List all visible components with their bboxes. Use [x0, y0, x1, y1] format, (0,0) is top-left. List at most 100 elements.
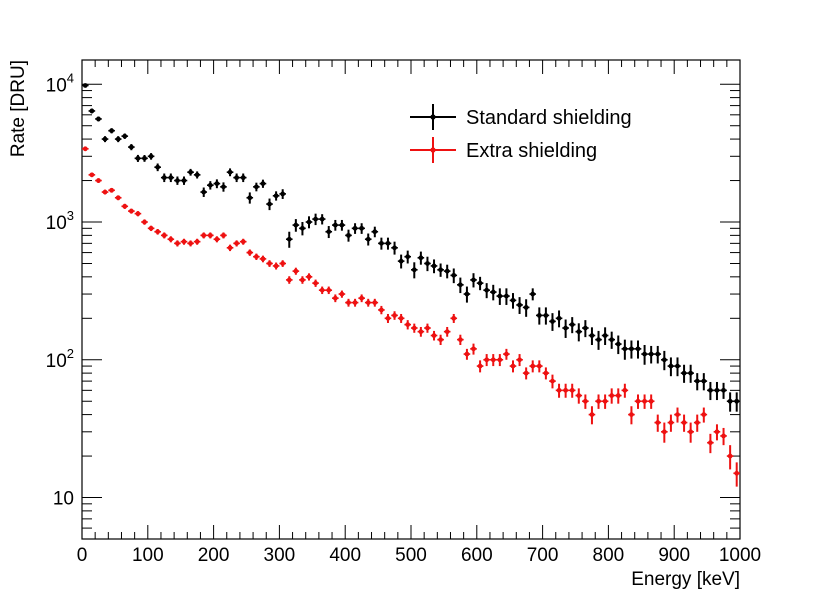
data-point [602, 398, 608, 404]
data-point [385, 240, 391, 246]
data-point [615, 341, 621, 347]
data-point [378, 307, 384, 313]
data-point [694, 378, 700, 384]
data-point [615, 393, 621, 398]
data-point [635, 346, 641, 352]
legend-marker-standard-dot [430, 114, 436, 120]
data-point [576, 329, 582, 335]
data-point [464, 291, 470, 297]
data-point [536, 363, 542, 369]
legend-label-extra: Extra shielding [466, 140, 597, 162]
data-point [253, 184, 259, 190]
data-point [497, 357, 503, 363]
data-point [240, 175, 246, 181]
data-point [188, 240, 193, 246]
y-tick-label: 103 [46, 208, 74, 234]
y-tick-label: 104 [46, 70, 74, 96]
data-point [556, 387, 562, 393]
data-point [201, 232, 207, 238]
data-point [569, 322, 575, 328]
data-point [293, 222, 299, 228]
data-point [425, 325, 430, 331]
data-point [490, 289, 496, 295]
data-series [81, 83, 741, 487]
data-point [530, 291, 536, 297]
data-point [168, 175, 174, 181]
data-point [352, 300, 358, 306]
x-axis-title: Energy [keV] [631, 569, 740, 590]
x-tick-label: 700 [527, 545, 559, 566]
data-point [688, 370, 694, 376]
data-point [319, 287, 325, 293]
data-point [339, 291, 345, 297]
data-point [668, 420, 674, 425]
data-point [352, 225, 358, 231]
data-point [372, 229, 378, 235]
data-point [727, 398, 733, 404]
data-point [510, 297, 516, 303]
x-tick-label: 300 [264, 545, 296, 566]
data-point [635, 398, 641, 404]
data-point [227, 169, 233, 175]
data-point [622, 346, 628, 352]
data-point [582, 325, 588, 331]
data-point [596, 337, 601, 343]
data-point [96, 116, 101, 122]
data-point [530, 363, 536, 369]
data-point [701, 412, 707, 417]
data-point [365, 300, 371, 306]
data-point [306, 219, 312, 225]
data-point [253, 254, 259, 260]
data-point [181, 178, 187, 183]
data-point [194, 172, 200, 178]
data-point [688, 429, 694, 435]
data-point [372, 300, 378, 306]
data-point [418, 329, 424, 335]
axis-ticks [81, 60, 741, 540]
data-point [444, 329, 450, 335]
data-point [286, 236, 292, 242]
data-point [89, 108, 95, 114]
data-point [714, 429, 720, 435]
y-axis-title: Rate [DRU] [8, 60, 29, 157]
data-point [207, 232, 213, 238]
plot-frame [81, 59, 741, 540]
y-tick-label: 102 [46, 346, 74, 372]
data-point [609, 337, 615, 343]
data-point [135, 211, 141, 217]
y-tick-base: 10 [53, 489, 74, 510]
data-point [504, 351, 509, 357]
data-point [451, 272, 457, 278]
data-point [359, 295, 365, 301]
data-point [661, 357, 667, 363]
data-point [221, 184, 226, 190]
data-point [563, 387, 569, 393]
data-point [582, 398, 588, 404]
data-point [313, 280, 318, 286]
data-point [543, 312, 549, 318]
data-point [300, 277, 305, 283]
data-point [332, 295, 338, 301]
data-point [661, 429, 667, 435]
y-tick-exponent: 4 [67, 70, 74, 85]
data-point [411, 325, 417, 331]
data-point [622, 387, 628, 393]
data-point [471, 277, 476, 283]
data-point [392, 245, 397, 251]
data-point [451, 315, 457, 321]
data-point [313, 216, 318, 222]
x-tick-labels: 0 100 200 300 400 500 600 700 800 900 1000 [77, 545, 761, 566]
data-point [359, 225, 365, 231]
data-point [148, 153, 154, 159]
x-tick-label: 200 [198, 545, 230, 566]
data-point [648, 398, 654, 404]
data-point [392, 312, 397, 318]
data-point [280, 261, 286, 266]
data-point [438, 337, 444, 343]
data-point [142, 155, 147, 161]
data-point [319, 216, 325, 222]
data-point [721, 433, 726, 439]
y-tick-base: 10 [46, 75, 67, 96]
data-point [497, 293, 503, 299]
